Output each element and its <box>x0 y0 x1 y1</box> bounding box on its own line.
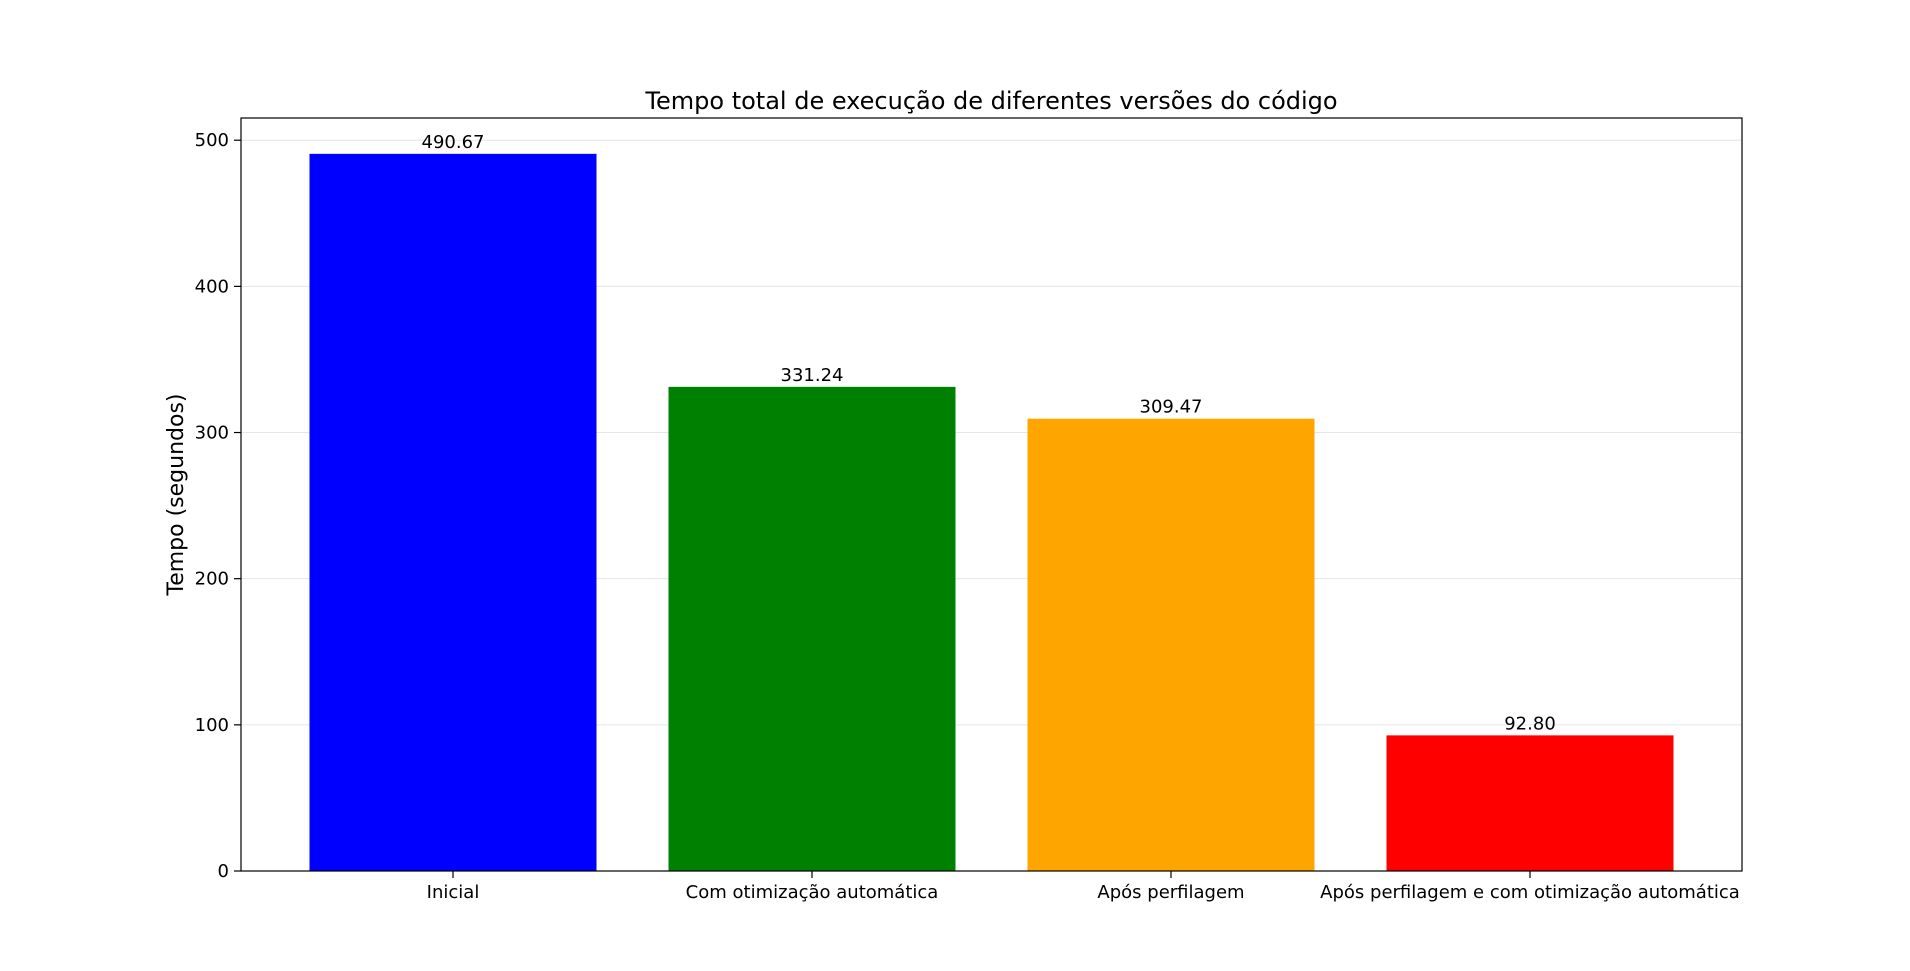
bar-value-labels: 490.67 331.24 309.47 92.80 <box>422 132 1556 735</box>
y-axis-title: Tempo (segundos) <box>164 394 189 597</box>
bar <box>1386 735 1674 871</box>
bars <box>309 153 1674 871</box>
chart-title: Tempo total de execução de diferentes ve… <box>644 87 1337 115</box>
y-tick-label: 300 <box>195 423 229 444</box>
x-tick-label: Após perfilagem <box>1097 882 1244 903</box>
x-axis-ticks: Inicial Com otimização automática Após per… <box>427 871 1740 903</box>
y-tick-label: 100 <box>195 715 229 736</box>
bar <box>1027 418 1315 871</box>
x-tick-label: Após perfilagem e com otimização automát… <box>1320 882 1740 903</box>
x-tick-label: Com otimização automática <box>686 882 939 903</box>
bar-value-label: 92.80 <box>1504 713 1556 734</box>
bar <box>668 386 956 871</box>
bar-value-label: 490.67 <box>422 132 485 153</box>
bar <box>309 153 597 871</box>
y-tick-label: 400 <box>195 276 229 297</box>
y-tick-label: 500 <box>195 130 229 151</box>
bar-value-label: 331.24 <box>781 365 844 386</box>
y-axis-ticks: 0 100 200 300 400 500 <box>195 130 241 882</box>
y-tick-label: 0 <box>218 861 229 882</box>
x-tick-label: Inicial <box>427 882 480 903</box>
bar-value-label: 309.47 <box>1140 397 1203 418</box>
y-tick-label: 200 <box>195 569 229 590</box>
axes-frame <box>240 117 1743 872</box>
